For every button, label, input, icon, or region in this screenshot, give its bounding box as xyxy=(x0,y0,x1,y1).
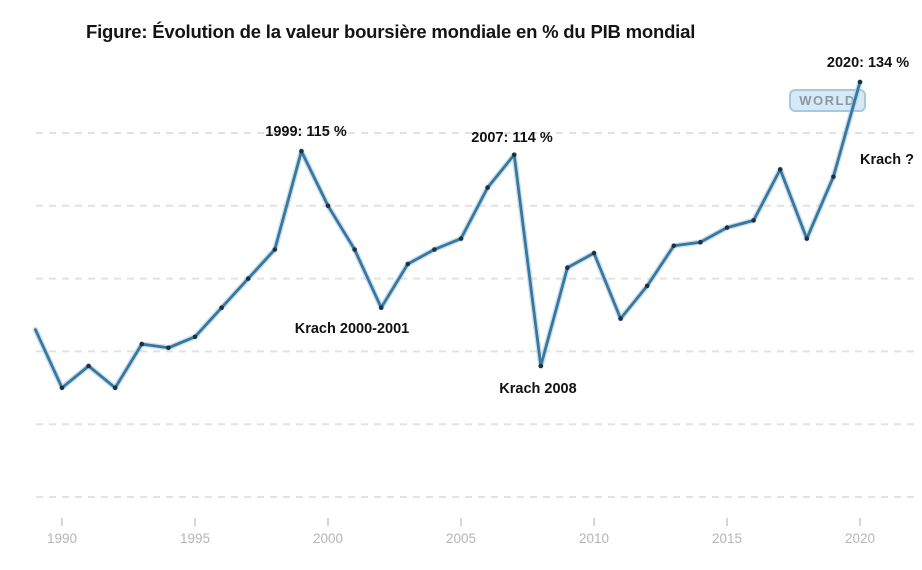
series-line-halo xyxy=(32,79,863,391)
data-point-1996 xyxy=(219,305,224,311)
data-point-2002 xyxy=(378,305,384,311)
data-point-1998 xyxy=(272,247,278,252)
x-axis-label: 2020 xyxy=(845,531,875,546)
annotation-peak-2020: 2020: 134 % xyxy=(826,55,910,71)
data-point-2004 xyxy=(432,247,437,252)
data-point-1993 xyxy=(139,341,145,347)
data-point-2020 xyxy=(857,79,863,85)
data-point-2000 xyxy=(325,203,331,209)
data-point-2011 xyxy=(618,316,623,321)
annotation-peak-2007: 2007: 114 % xyxy=(471,130,553,146)
x-axis-label: 2010 xyxy=(579,531,609,546)
chart-title: Figure: Évolution de la valeur boursière… xyxy=(86,21,696,42)
x-axis-label: 2005 xyxy=(446,531,476,546)
series-line-world xyxy=(34,80,862,390)
data-point-2015 xyxy=(724,225,730,230)
data-point-1990 xyxy=(59,385,65,391)
data-point-1992 xyxy=(112,385,118,391)
data-point-1991 xyxy=(86,363,91,369)
data-point-2017 xyxy=(777,167,783,172)
data-point-2007 xyxy=(511,152,517,158)
annotation-krach-next: Krach ? xyxy=(860,152,914,168)
data-point-1997 xyxy=(245,276,251,281)
data-point-2018 xyxy=(804,236,810,241)
x-axis-label: 2015 xyxy=(712,531,742,546)
x-axis-label: 1995 xyxy=(180,531,210,546)
data-point-1999 xyxy=(299,148,304,154)
data-point-1995 xyxy=(192,334,198,340)
data-point-1994 xyxy=(166,345,171,351)
data-point-2006 xyxy=(485,185,490,190)
data-point-2005 xyxy=(458,236,464,241)
annotation-peak-1999: 1999: 115 % xyxy=(265,124,347,140)
data-point-2001 xyxy=(352,247,357,252)
data-point-2010 xyxy=(591,250,597,256)
series-badge-world[interactable]: WORLD xyxy=(789,89,866,112)
data-point-2012 xyxy=(644,283,650,289)
data-point-2003 xyxy=(405,261,411,267)
data-point-2014 xyxy=(698,239,703,245)
data-point-2009 xyxy=(565,265,570,271)
data-point-2008 xyxy=(538,363,544,369)
x-axis-label: 2000 xyxy=(313,531,343,546)
x-axis-label: 1990 xyxy=(47,531,77,546)
annotation-krach-2008: Krach 2008 xyxy=(499,381,577,397)
annotation-krach-2000-2001: Krach 2000-2001 xyxy=(294,321,410,337)
data-point-2013 xyxy=(671,243,677,249)
data-point-2019 xyxy=(831,174,836,179)
data-point-2016 xyxy=(751,218,756,223)
